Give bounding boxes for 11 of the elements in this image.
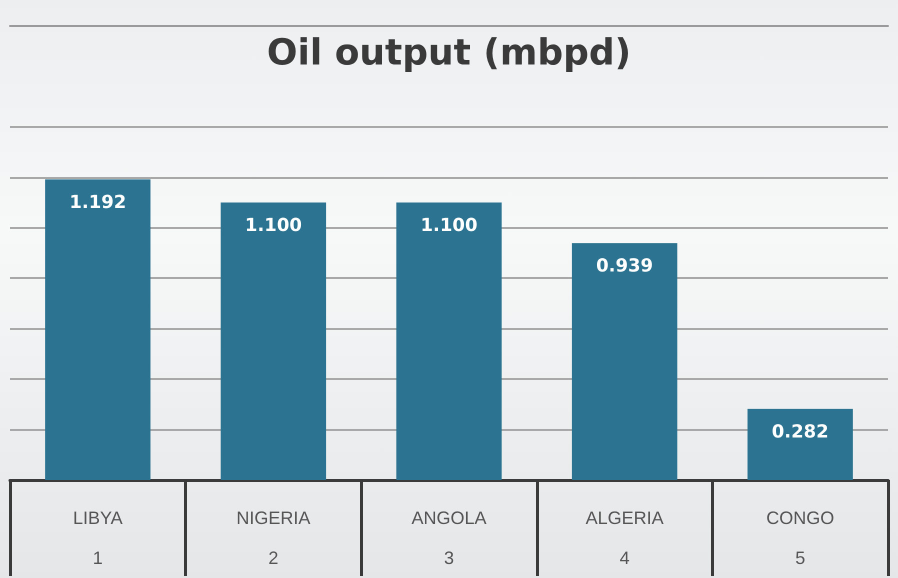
data-label: 1.100 xyxy=(244,215,302,236)
data-label: 0.939 xyxy=(596,256,654,277)
data-label: 0.282 xyxy=(772,421,829,442)
x-tick-label: LIBYA 1 xyxy=(72,508,123,568)
x-tick-label: ANGOLA 3 xyxy=(411,508,487,568)
x-tick-label: NIGERIA 2 xyxy=(236,508,310,568)
data-label: 1.192 xyxy=(69,192,126,213)
data-label: 1.100 xyxy=(420,215,478,236)
chart-title: Oil output (mbpd) xyxy=(266,32,632,74)
x-tick-label: CONGO 5 xyxy=(766,508,834,568)
x-tick-label: ALGERIA 4 xyxy=(586,508,664,568)
